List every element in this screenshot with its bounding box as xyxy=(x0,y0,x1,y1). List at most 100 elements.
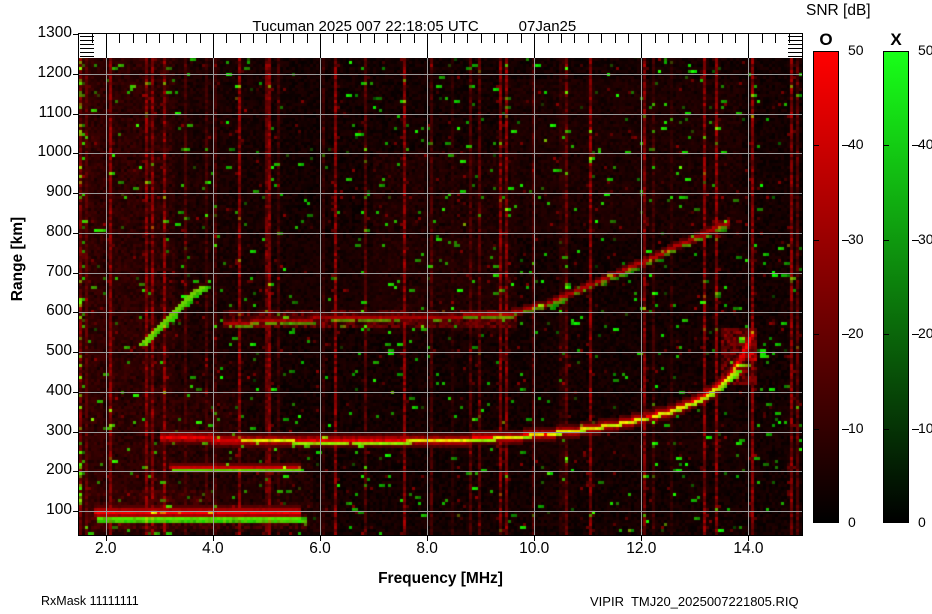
left-comb xyxy=(80,40,94,41)
top-tick-mark xyxy=(280,34,281,43)
y-tick-label: 700 xyxy=(46,262,72,280)
colorbar-o-tick-label: 30 xyxy=(848,230,864,247)
top-tick-mark xyxy=(159,34,160,43)
colorbar-x-tick-label: 10 xyxy=(918,419,932,436)
top-tick-mark xyxy=(374,34,375,43)
colorbar-o-tick-outer xyxy=(842,334,849,335)
colorbar-x-tick-outer xyxy=(912,334,919,335)
left-comb xyxy=(80,48,94,49)
top-tick-mark xyxy=(548,34,549,43)
y-tick-mark xyxy=(73,232,78,234)
top-tick-mark xyxy=(333,34,334,43)
top-tick-mark xyxy=(802,34,803,43)
y-tick-label: 1100 xyxy=(38,103,72,121)
top-tick-mark xyxy=(735,34,736,43)
colorbar-o-tick-label: 10 xyxy=(848,419,864,436)
colorbar-x-tick-label: 50 xyxy=(918,42,932,58)
horizontal-gridline xyxy=(79,153,802,154)
top-tick-mark xyxy=(775,34,776,43)
top-tick-mark xyxy=(722,34,723,43)
top-tick-mark xyxy=(173,34,174,43)
top-tick-mark xyxy=(789,34,790,43)
horizontal-gridline xyxy=(79,432,802,433)
right-comb xyxy=(788,48,802,49)
top-tick-mark xyxy=(200,34,201,43)
x-tick-label: 4.0 xyxy=(202,540,224,557)
x-axis-title: Frequency [MHz] xyxy=(378,570,503,587)
vertical-gridline xyxy=(641,34,642,535)
top-major-division xyxy=(320,34,321,58)
colorbar-x-tick xyxy=(883,334,889,335)
x-tick-mark xyxy=(212,536,214,541)
top-tick-mark xyxy=(668,34,669,43)
horizontal-gridline xyxy=(79,471,802,472)
top-tick-mark xyxy=(360,34,361,43)
top-tick-mark xyxy=(561,34,562,43)
colorbar-o-tick xyxy=(813,240,819,241)
x-tick-mark xyxy=(534,536,536,541)
top-tick-mark xyxy=(92,34,93,43)
colorbar-x-gradient[interactable] xyxy=(883,51,909,523)
y-tick-mark xyxy=(73,312,78,314)
y-tick-label: 200 xyxy=(46,461,72,479)
ionogram-heatmap-canvas xyxy=(79,34,802,535)
colorbar-o-tick-label: 20 xyxy=(848,325,864,342)
colorbar-o-tick-label: 50 xyxy=(848,42,864,58)
top-major-division xyxy=(534,34,535,58)
left-comb xyxy=(80,52,94,53)
top-tick-mark xyxy=(186,34,187,43)
colorbar-o-tick xyxy=(813,145,819,146)
horizontal-gridline xyxy=(79,273,802,274)
top-tick-mark xyxy=(454,34,455,43)
top-tick-mark xyxy=(655,34,656,43)
rx-mask-label: RxMask 11111111 xyxy=(41,594,139,608)
top-tick-mark xyxy=(601,34,602,43)
colorbar-o-gradient[interactable] xyxy=(813,51,839,523)
top-tick-mark xyxy=(226,34,227,43)
y-axis-tick-labels: 100 200 300 400 500 600 700 800 900 1000 1100 1200 1… xyxy=(0,0,72,614)
x-tick-mark xyxy=(320,536,321,541)
top-tick-mark xyxy=(240,34,241,43)
y-tick-label: 1000 xyxy=(37,143,72,161)
top-major-division xyxy=(641,34,642,58)
horizontal-gridline xyxy=(79,233,802,234)
y-tick-label: 800 xyxy=(46,222,72,240)
y-tick-label: 600 xyxy=(46,302,72,320)
x-tick-label: 2.0 xyxy=(94,540,117,557)
colorbar-o-tick-label: 40 xyxy=(848,136,864,153)
top-tick-mark xyxy=(467,34,468,43)
top-tick-mark xyxy=(146,34,147,43)
left-comb xyxy=(80,36,94,37)
top-tick-mark xyxy=(347,34,348,43)
y-tick-label: 1300 xyxy=(37,24,72,41)
vertical-gridline xyxy=(213,34,214,535)
x-tick-label: 10.0 xyxy=(519,540,550,557)
top-tick-mark xyxy=(414,34,415,43)
top-tick-mark xyxy=(494,34,495,43)
horizontal-gridline xyxy=(79,312,802,313)
colorbar-x-tick-outer xyxy=(912,429,919,430)
top-tick-mark xyxy=(588,34,589,43)
y-tick-mark xyxy=(73,34,78,35)
right-comb xyxy=(788,36,802,37)
horizontal-gridline xyxy=(79,74,802,75)
colorbar-x-tick-label: 40 xyxy=(918,136,932,153)
y-tick-mark xyxy=(73,391,78,393)
top-tick-mark xyxy=(574,34,575,43)
colorbar-x-tick-label: 0 xyxy=(918,514,926,530)
page-title-date: 07Jan25 xyxy=(518,18,577,35)
colorbar-title: SNR [dB] xyxy=(806,2,871,19)
y-tick-label: 1200 xyxy=(37,63,72,81)
y-tick-mark xyxy=(73,471,78,473)
y-tick-mark xyxy=(73,73,78,75)
top-major-division xyxy=(106,34,107,58)
top-tick-mark xyxy=(507,34,508,43)
top-tick-mark xyxy=(307,34,308,43)
vertical-gridline xyxy=(534,34,535,535)
top-major-division xyxy=(748,34,749,58)
ionogram-plot-area[interactable] xyxy=(78,33,803,536)
y-tick-mark xyxy=(73,113,78,115)
x-tick-label: 14.0 xyxy=(733,540,764,557)
horizontal-gridline xyxy=(79,114,802,115)
y-tick-mark xyxy=(73,431,78,433)
